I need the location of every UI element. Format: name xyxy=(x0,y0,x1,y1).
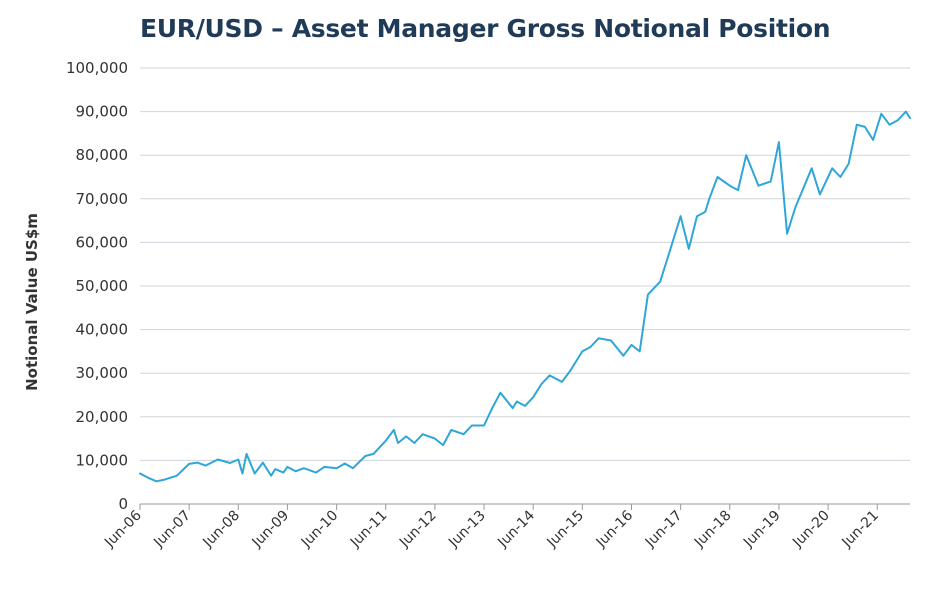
y-tick-label: 10,000 xyxy=(76,451,129,469)
x-tick-label: Jun-18 xyxy=(691,508,735,552)
y-axis-ticks: 0 10,000 20,000 30,000 40,000 50,000 60,000 70,… xyxy=(66,59,128,513)
x-tick-label: Jun-06 xyxy=(101,507,145,551)
y-tick-label: 60,000 xyxy=(76,233,129,251)
x-tick-label: Jun-13 xyxy=(445,508,489,552)
series-line xyxy=(139,110,911,483)
y-tick-label: 50,000 xyxy=(76,277,129,295)
x-tick-label: Jun-19 xyxy=(740,508,784,552)
x-tick-label: Jun-20 xyxy=(789,508,833,552)
x-tick-label: Jun-16 xyxy=(593,507,637,551)
x-tick-label: Jun-12 xyxy=(396,508,440,552)
x-tick-label: Jun-14 xyxy=(494,507,538,551)
y-axis-label: Notional Value US$m xyxy=(23,213,41,391)
x-tick-label: Jun-21 xyxy=(838,508,882,552)
x-tick-label: Jun-09 xyxy=(249,508,293,552)
y-tick-label: 70,000 xyxy=(76,190,129,208)
chart-title: EUR/USD – Asset Manager Gross Notional P… xyxy=(140,14,831,43)
y-tick-label: 20,000 xyxy=(76,408,129,426)
y-tick-label: 30,000 xyxy=(76,364,129,382)
x-tick-label: Jun-07 xyxy=(150,508,194,552)
x-tick-label: Jun-10 xyxy=(298,508,342,552)
x-axis-ticks: Jun-06 Jun-07 Jun-08 Jun-09 Jun-10 Jun-11 Jun-… xyxy=(101,504,882,551)
grid-lines xyxy=(140,67,910,505)
y-tick-label: 40,000 xyxy=(76,321,129,339)
y-tick-label: 80,000 xyxy=(76,146,129,164)
x-tick-label: Jun-11 xyxy=(347,508,391,552)
y-tick-label: 90,000 xyxy=(76,103,129,121)
y-tick-label: 100,000 xyxy=(66,59,128,77)
y-tick-label: 0 xyxy=(118,495,128,513)
series-lines xyxy=(139,110,911,483)
x-tick-label: Jun-08 xyxy=(199,508,243,552)
x-tick-label: Jun-15 xyxy=(544,508,588,552)
x-tick-label: Jun-17 xyxy=(642,508,686,552)
